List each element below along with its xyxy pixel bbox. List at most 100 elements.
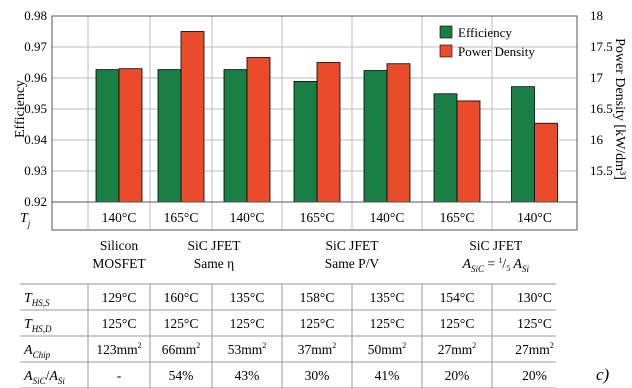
table-cell-sup: 2 [262,341,266,350]
legend-label: Power Density [458,44,535,59]
ratio-sub2: Si [522,264,530,274]
table-row-label: AChip [23,343,51,360]
label-main-letter: T [24,291,33,306]
table-cell: 27mm2 [515,341,554,357]
plot-frame [51,15,578,231]
y-tick-label: 0.98 [24,8,47,23]
table-cell: 125°C [517,316,552,331]
ratio-eq: = [484,256,498,271]
y-tick-label: 0.96 [24,70,47,85]
bar-power-density [246,57,271,203]
table-cell-value: 129°C [102,290,137,305]
group-label-line2: Same η [194,256,234,271]
table-cell-sup: 2 [138,341,142,350]
legend-label: Efficiency [458,25,512,40]
table-cell: 154°C [440,290,475,305]
tj-value: 140°C [102,210,137,225]
table-cell-value: 135°C [370,290,405,305]
group-label-line1: SiC JFET [188,238,242,253]
y2-tick-label: 16 [590,132,604,147]
table-cell-value: 160°C [164,290,199,305]
group-label-line1: SiC JFET [326,238,380,253]
table-cell: 130°C [517,290,552,305]
table-cell: 123mm2 [96,341,141,357]
label-subscript: HS,D [31,324,52,334]
table-cell-value: - [117,368,122,383]
label-slash: / [46,368,50,383]
table-cell: 54% [169,368,194,383]
table-cell-value: 158°C [300,290,335,305]
bar-power-density [456,100,481,203]
label-main-letter: T [24,317,33,332]
label-main-letter: A [23,343,33,358]
table-cell: 135°C [230,290,265,305]
table-cell-value: 27mm [515,342,550,357]
ratio-den: 5 [506,264,510,273]
table-row-label: ASiC/ASi [23,368,65,386]
bar-efficiency [433,93,458,203]
table-cell-value: 130°C [517,290,552,305]
table-cell-value: 30% [305,368,330,383]
table-cell-value: 135°C [230,290,265,305]
table-cell: 125°C [164,316,199,331]
bar-efficiency [157,69,182,203]
table-cell-value: 43% [235,368,260,383]
y-tick-label: 0.97 [24,39,47,54]
table-cell-sup: 2 [402,341,406,350]
table-cell: 43% [235,368,260,383]
bar-efficiency [511,86,535,203]
table-cell-sup: 2 [196,341,200,350]
y2-tick-label: 17 [590,70,604,85]
tj-value: 165°C [440,210,475,225]
table-cell: 160°C [164,290,199,305]
table-cell-value: 27mm [438,342,473,357]
panel-label: c) [596,365,610,384]
table-cell: 125°C [102,316,137,331]
y2-tick-label: 15.5 [590,163,613,178]
y2-tick-label: 16.5 [590,101,613,116]
tj-label-sub: j [27,219,31,229]
table-cell-value: 125°C [164,316,199,331]
table-cell-sup: 2 [472,341,476,350]
table-row-label: THS,S [24,291,50,308]
table-cell-value: 53mm [228,342,263,357]
group-label-line2: ASiC = 1/5 ASi [461,256,529,274]
table-cell-sup: 2 [332,341,336,350]
table-cell-value: 20% [445,368,470,383]
bar-power-density [386,63,411,203]
table-cell-value: 125°C [440,316,475,331]
table-cell: 53mm2 [228,341,267,357]
table-cell: 158°C [300,290,335,305]
table-cell: 125°C [370,316,405,331]
table-cell-value: 54% [169,368,194,383]
y-axis-title: Efficiency [13,80,28,138]
bar-power-density [180,31,205,203]
tj-value: 165°C [300,210,335,225]
table-cell: 66mm2 [162,341,201,357]
y-tick-label: 0.95 [24,101,47,116]
y2-axis-title: Power Density [kW/dm³] [612,38,627,180]
table-cell-value: 41% [375,368,400,383]
table-cell: 37mm2 [298,341,337,357]
label-a: A [23,369,33,384]
table-cell: - [117,368,122,383]
ratio-a2: A [510,257,522,272]
table-cell-sup: 2 [550,341,554,350]
bar-efficiency [293,81,318,203]
table-cell: 125°C [300,316,335,331]
group-label-line2: MOSFET [92,256,146,271]
bar-efficiency [223,69,248,203]
table-cell-value: 154°C [440,290,475,305]
label-subscript: Chip [33,350,51,360]
bar-power-density [316,62,341,203]
tj-value: 165°C [164,210,199,225]
legend-swatch [439,25,453,39]
y-tick-label: 0.94 [24,132,47,147]
y-tick-label: 0.92 [24,194,47,209]
y2-tick-label: 18 [590,8,603,23]
table-cell-value: 125°C [370,316,405,331]
table-cell-value: 50mm [368,342,403,357]
bar-power-density [118,68,143,203]
table-cell-value: 125°C [517,316,552,331]
